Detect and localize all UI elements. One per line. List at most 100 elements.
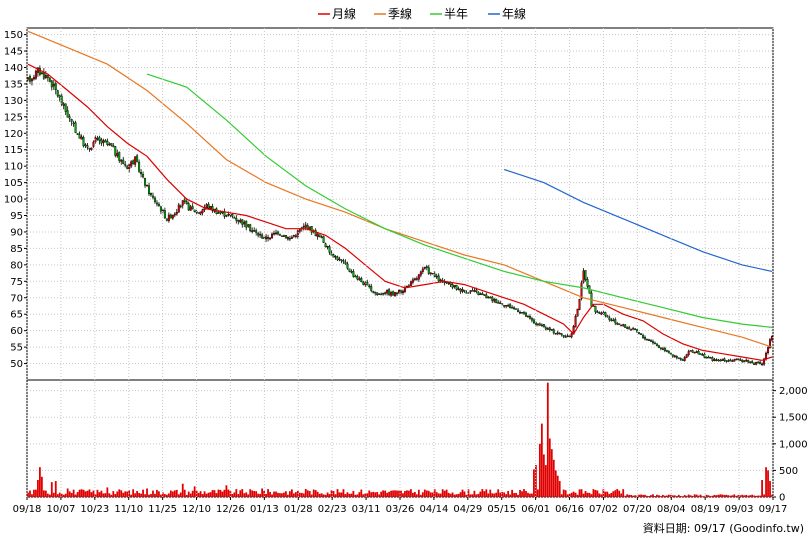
candle-body (409, 281, 412, 286)
candle-body (741, 359, 744, 362)
candle-body (707, 356, 710, 359)
volume-bar (413, 492, 416, 497)
candle-body (265, 236, 268, 240)
candle-body (88, 147, 91, 150)
candle-body (642, 335, 645, 338)
volume-bar (568, 493, 571, 497)
volume-bar (219, 489, 222, 497)
candle-body (695, 351, 698, 353)
candle-body (606, 315, 609, 318)
volume-bar (531, 493, 533, 497)
volume-bar (564, 490, 567, 497)
candle-body (231, 213, 234, 217)
candle-body (320, 236, 323, 239)
volume-bar (525, 490, 527, 497)
candle-body (616, 322, 619, 325)
volume-bar (600, 494, 603, 497)
volume-bar (277, 492, 279, 497)
volume-bar (160, 494, 162, 497)
candle-body (497, 302, 500, 304)
candle-body (187, 203, 190, 211)
volume-bar (98, 492, 101, 497)
candle-body (618, 323, 621, 326)
candle-body (255, 230, 258, 233)
candle-body (479, 293, 482, 296)
volume-bar (445, 489, 448, 497)
price-tick-label: 95 (10, 211, 23, 222)
candle-body (346, 263, 349, 269)
candle-body (26, 77, 29, 80)
candle-body (755, 362, 758, 365)
candle-body (181, 200, 184, 206)
candle-body (398, 289, 401, 294)
volume-bar (578, 489, 581, 497)
candle-body (286, 237, 289, 240)
volume-bar (72, 489, 75, 497)
candle-body (193, 209, 196, 212)
volume-bar (326, 492, 329, 497)
x-tick-label: 08/04 (657, 504, 686, 515)
candle-body (526, 315, 529, 318)
candle-body (136, 155, 139, 162)
volume-bar (477, 493, 480, 497)
candle-body (546, 328, 549, 330)
x-tick-label: 11/25 (148, 504, 177, 515)
volume-bar (356, 494, 359, 497)
candle-body (552, 329, 555, 334)
volume-bar (314, 490, 317, 497)
candle-body (167, 214, 170, 222)
candlesticks (26, 65, 774, 366)
candle-body (417, 274, 420, 280)
x-tick-label: 03/11 (352, 504, 381, 515)
candle-body (737, 358, 740, 360)
volume-bar (755, 495, 758, 497)
candle-body (644, 337, 647, 340)
volume-bar (743, 495, 746, 497)
volume-bar (699, 494, 702, 497)
candle-body (439, 279, 442, 282)
volume-bar (529, 493, 531, 497)
candle-body (608, 317, 611, 320)
x-tick-label: 12/26 (216, 504, 245, 515)
volume-bar (287, 494, 289, 497)
volume-bar (481, 489, 484, 497)
candle-body (761, 363, 764, 366)
volume-bar (106, 487, 109, 497)
candle-body (558, 333, 561, 335)
volume-bar (544, 465, 547, 497)
candle-body (328, 246, 331, 253)
candle-body (76, 133, 79, 135)
volume-bar (501, 491, 504, 497)
volume-bar (765, 467, 767, 497)
volume-bar (183, 489, 186, 497)
candle-body (542, 324, 545, 328)
candle-body (96, 138, 99, 140)
volume-bar (727, 495, 730, 497)
volume-bar (255, 491, 258, 497)
volume-bar (592, 489, 595, 497)
volume-bar (144, 494, 146, 497)
volume-bar (640, 494, 642, 497)
candle-body (239, 219, 242, 223)
x-tick-label: 09/18 (13, 504, 42, 515)
volume-tick-label: 0 (779, 493, 785, 504)
candle-body (104, 140, 107, 143)
volume-bar (207, 492, 210, 497)
volume-bar (31, 494, 33, 497)
candle-body (78, 134, 81, 139)
volume-bar (548, 438, 551, 497)
volume-bar (616, 489, 619, 497)
candle-body (34, 70, 37, 79)
volume-tick-label: 2,000 (779, 386, 808, 397)
candle-body (302, 226, 305, 228)
candle-body (667, 350, 670, 354)
volume-bar (471, 494, 474, 497)
volume-bar (94, 494, 97, 497)
candle-body (284, 235, 287, 239)
candle-body (253, 230, 256, 232)
candle-body (651, 341, 654, 344)
volume-bar (177, 494, 180, 497)
x-tick-label: 06/01 (521, 504, 550, 515)
legend-label: 季線 (388, 6, 412, 21)
